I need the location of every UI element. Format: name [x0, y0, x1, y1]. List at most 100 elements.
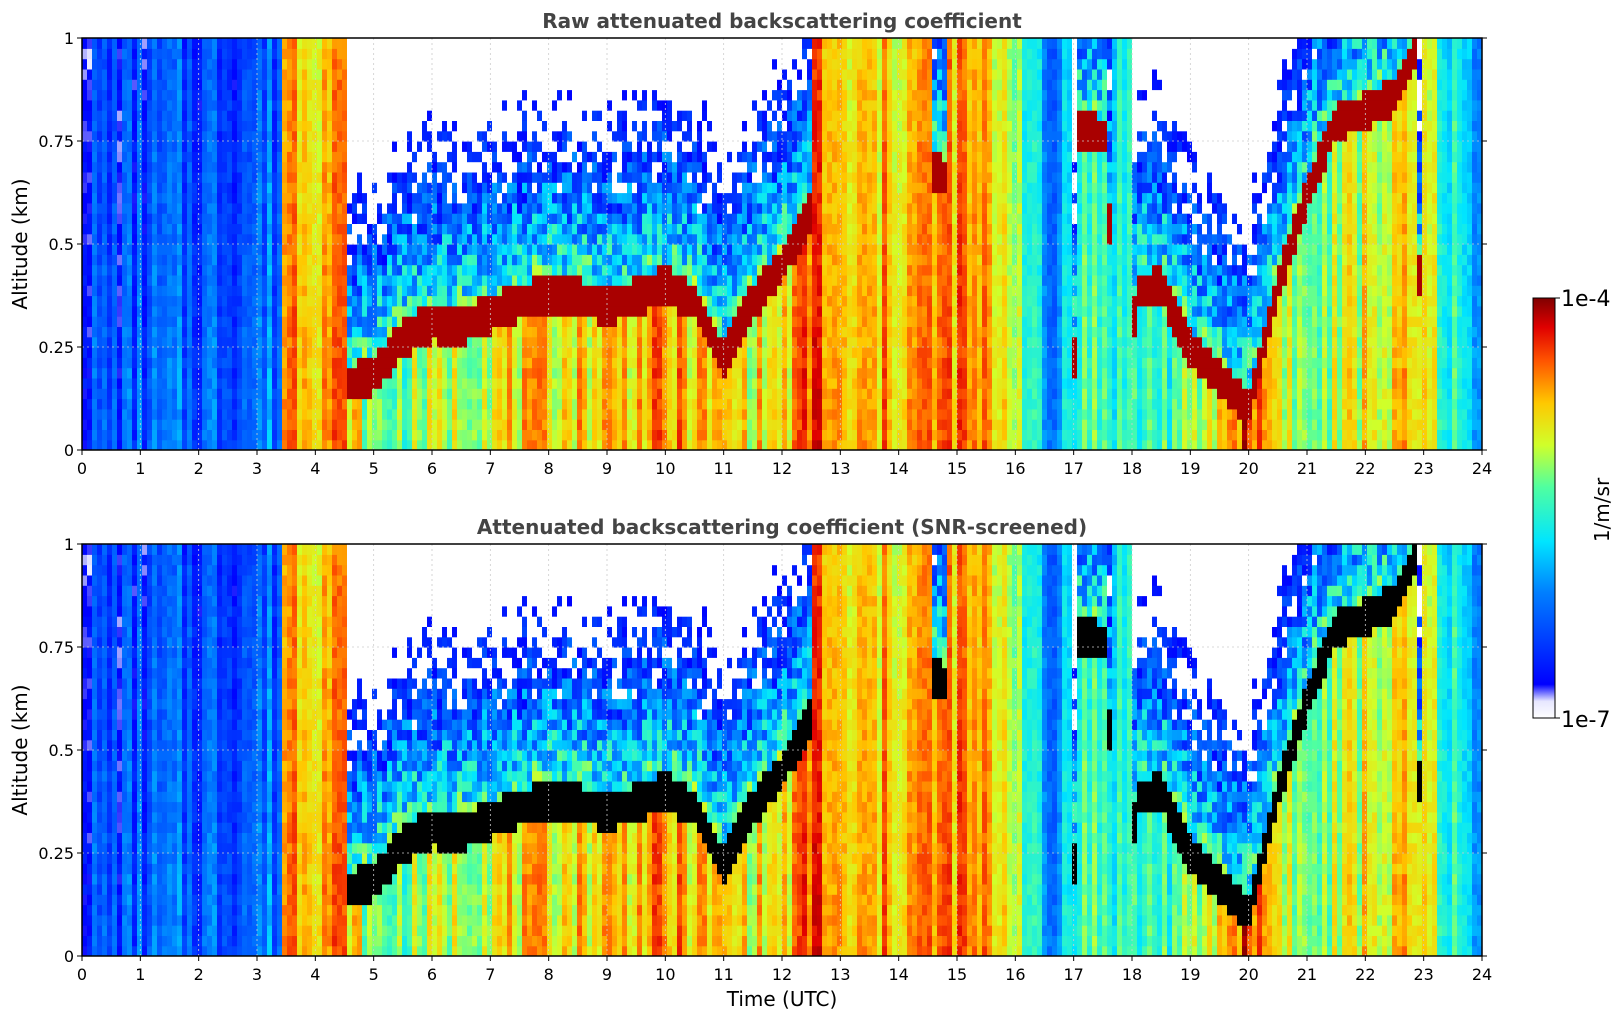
heatmap-cell: [447, 295, 453, 307]
heatmap-cell: [587, 398, 593, 410]
heatmap-cell: [487, 130, 493, 142]
heatmap-cell: [162, 223, 168, 235]
heatmap-cell: [382, 398, 388, 410]
panel-raw: Raw attenuated backscattering coefficien…: [8, 9, 1492, 478]
heatmap-cell: [127, 367, 133, 379]
heatmap-cell: [307, 367, 313, 379]
heatmap-cell: [407, 141, 413, 152]
heatmap-cell: [622, 357, 628, 369]
heatmap-cell: [602, 110, 608, 121]
heatmap-cell: [327, 68, 333, 80]
heatmap-cell: [257, 110, 263, 121]
heatmap-cell: [477, 110, 483, 121]
heatmap-cell: [92, 130, 98, 142]
heatmap-cell: [442, 398, 448, 410]
heatmap-cell: [302, 151, 308, 163]
heatmap-cell: [477, 151, 483, 163]
heatmap-cell: [292, 244, 298, 255]
heatmap-cell: [472, 202, 478, 214]
heatmap-cell: [602, 285, 608, 297]
heatmap-cell: [607, 171, 613, 183]
heatmap-cell: [637, 161, 643, 173]
heatmap-cell: [352, 357, 358, 369]
heatmap-cell: [677, 192, 683, 204]
heatmap-cell: [227, 202, 233, 214]
heatmap-cell: [82, 274, 88, 286]
heatmap-cell: [292, 398, 298, 410]
heatmap-cell: [542, 141, 548, 152]
heatmap-cell: [502, 141, 508, 152]
heatmap-cell: [337, 295, 343, 307]
heatmap-cell: [212, 285, 218, 297]
heatmap-cell: [592, 244, 598, 255]
heatmap-cell: [112, 89, 118, 101]
heatmap-cell: [217, 120, 223, 132]
heatmap-cell: [277, 244, 283, 255]
heatmap-cell: [122, 233, 128, 245]
heatmap-cell: [592, 336, 598, 348]
heatmap-cell: [267, 429, 273, 441]
heatmap-cell: [502, 326, 508, 338]
heatmap-cell: [447, 305, 453, 317]
heatmap-cell: [97, 264, 103, 276]
heatmap-cell: [372, 48, 378, 60]
heatmap-cell: [372, 192, 378, 204]
heatmap-cell: [127, 110, 133, 121]
heatmap-cell: [87, 244, 93, 255]
heatmap-cell: [447, 347, 453, 358]
heatmap-cell: [302, 398, 308, 410]
heatmap-cell: [177, 130, 183, 142]
heatmap-cell: [557, 171, 563, 183]
heatmap-cell: [667, 79, 673, 91]
heatmap-cell: [267, 439, 273, 450]
heatmap-cell: [512, 388, 518, 400]
heatmap-cell: [192, 48, 198, 60]
heatmap-cell: [357, 377, 363, 389]
heatmap-cell: [317, 274, 323, 286]
heatmap-cell: [587, 377, 593, 389]
heatmap-cell: [172, 326, 178, 338]
heatmap-cell: [387, 233, 393, 245]
heatmap-cell: [92, 305, 98, 317]
heatmap-cell: [602, 161, 608, 173]
heatmap-cell: [322, 388, 328, 400]
heatmap-cell: [332, 388, 338, 400]
heatmap-cell: [132, 233, 138, 245]
heatmap-cell: [122, 130, 128, 142]
heatmap-cell: [302, 182, 308, 194]
heatmap-cell: [357, 48, 363, 60]
heatmap-cell: [107, 439, 113, 450]
heatmap-cell: [292, 130, 298, 142]
heatmap-cell: [662, 68, 668, 80]
heatmap-cell: [212, 213, 218, 224]
heatmap-cell: [217, 79, 223, 91]
heatmap-cell: [142, 274, 148, 286]
heatmap-cell: [472, 326, 478, 338]
heatmap-raw: [82, 38, 1482, 450]
heatmap-cell: [632, 398, 638, 410]
heatmap-cell: [297, 388, 303, 400]
heatmap-cell: [212, 141, 218, 152]
heatmap-cell: [402, 274, 408, 286]
heatmap-cell: [347, 429, 353, 441]
heatmap-cell: [122, 161, 128, 173]
heatmap-cell: [377, 130, 383, 142]
heatmap-cell: [212, 110, 218, 121]
heatmap-cell: [642, 182, 648, 194]
heatmap-cell: [182, 388, 188, 400]
heatmap-cell: [212, 377, 218, 389]
heatmap-cell: [202, 79, 208, 91]
heatmap-cell: [462, 336, 468, 348]
heatmap-cell: [482, 233, 488, 245]
heatmap-cell: [602, 79, 608, 91]
heatmap-cell: [347, 110, 353, 121]
heatmap-cell: [627, 295, 633, 307]
heatmap-cell: [562, 419, 568, 430]
heatmap-cell: [412, 357, 418, 369]
heatmap-cell: [337, 99, 343, 111]
heatmap-cell: [292, 79, 298, 91]
heatmap-cell: [412, 305, 418, 317]
heatmap-cell: [202, 295, 208, 307]
heatmap-cell: [557, 285, 563, 297]
heatmap-cell: [172, 99, 178, 111]
